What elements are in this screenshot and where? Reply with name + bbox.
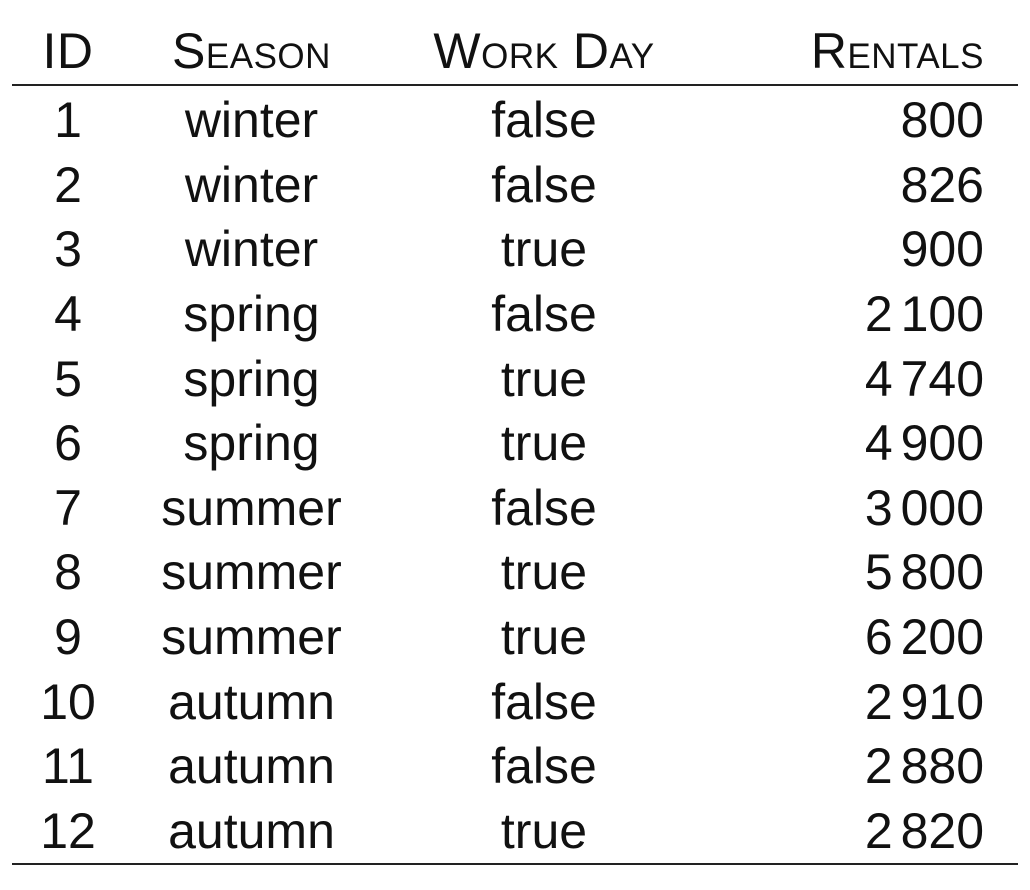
table-row: 8 summer true 5 800 (12, 540, 1018, 605)
cell-rentals: 2 820 (709, 798, 1018, 866)
header-id: ID (12, 18, 124, 86)
cell-work-day: true (500, 415, 588, 472)
cell-rentals: 4 740 (864, 350, 984, 407)
cell-id: 6 (54, 415, 82, 472)
table-row: 9 summer true 6 200 (12, 605, 1018, 670)
cell-id: 5 (54, 350, 82, 407)
cell-season: autumn (168, 738, 335, 795)
cell-work-day: true (500, 544, 588, 601)
table-row: 12 autumn true 2 820 (12, 798, 1018, 866)
cell-season: winter (184, 221, 319, 278)
cell-rentals: 5 800 (864, 544, 984, 601)
cell-id: 7 (54, 479, 82, 536)
table-row: 6 spring true 4 900 (12, 411, 1018, 476)
cell-id: 11 (42, 738, 94, 795)
cell-work-day: false (491, 738, 597, 795)
table-row: 11 autumn false 2 880 (12, 734, 1018, 799)
table-row: 4 spring false 2 100 (12, 282, 1018, 347)
cell-work-day: true (500, 350, 588, 407)
cell-season: winter (184, 156, 319, 213)
cell-id: 8 (54, 544, 82, 601)
cell-id: 1 (54, 92, 82, 149)
cell-work-day: false (491, 156, 597, 213)
table-header: ID Season Work Day Rentals (12, 18, 1018, 86)
bike-rentals-table: ID Season Work Day Rentals 1 winter fals… (12, 18, 1018, 866)
cell-season: spring (183, 350, 320, 407)
cell-rentals: 900 (900, 221, 984, 278)
header-row: ID Season Work Day Rentals (12, 18, 1018, 86)
table-row: 5 spring true 4 740 (12, 346, 1018, 411)
header-work-day: Work Day (379, 18, 709, 86)
table-row: 10 autumn false 2 910 (12, 669, 1018, 734)
cell-season: autumn (168, 673, 335, 730)
cell-work-day: false (491, 673, 597, 730)
table-row: 3 winter true 900 (12, 217, 1018, 282)
cell-rentals: 4 900 (864, 415, 984, 472)
cell-id: 2 (54, 156, 82, 213)
cell-season: summer (161, 544, 342, 601)
cell-rentals: 2 880 (864, 738, 984, 795)
cell-season: autumn (124, 798, 379, 866)
table-row: 7 summer false 3 000 (12, 476, 1018, 541)
header-rentals: Rentals (709, 18, 1018, 86)
cell-work-day: true (500, 221, 588, 278)
cell-season: summer (161, 609, 342, 666)
cell-work-day: true (379, 798, 709, 866)
cell-rentals: 3 000 (864, 479, 984, 536)
header-season: Season (124, 18, 379, 86)
cell-rentals: 2 100 (864, 286, 984, 343)
cell-id: 4 (54, 286, 82, 343)
cell-id: 9 (54, 609, 82, 666)
cell-season: summer (161, 479, 342, 536)
cell-work-day: false (491, 286, 597, 343)
cell-id: 10 (40, 673, 96, 730)
cell-rentals: 826 (900, 156, 984, 213)
cell-season: winter (184, 92, 319, 149)
table-row: 2 winter false 826 (12, 153, 1018, 218)
cell-work-day: true (500, 609, 588, 666)
cell-work-day: false (491, 479, 597, 536)
table-row: 1 winter false 800 (12, 85, 1018, 153)
cell-season: spring (183, 286, 320, 343)
cell-rentals: 800 (900, 92, 984, 149)
cell-rentals: 2 910 (864, 673, 984, 730)
cell-id: 3 (54, 221, 82, 278)
cell-id: 12 (12, 798, 124, 866)
cell-season: spring (183, 415, 320, 472)
table-body: 1 winter false 800 2 winter false 826 3 … (12, 85, 1018, 866)
cell-work-day: false (491, 92, 597, 149)
cell-rentals: 6 200 (864, 609, 984, 666)
data-table-container: ID Season Work Day Rentals 1 winter fals… (12, 18, 1018, 866)
